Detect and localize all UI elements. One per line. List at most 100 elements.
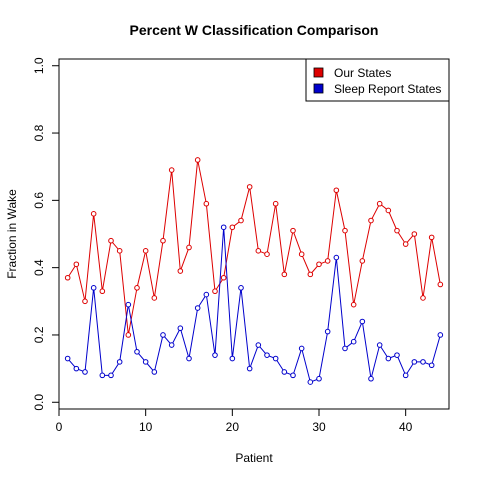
x-tick-label: 0 [56, 420, 63, 434]
data-point [142, 248, 149, 254]
data-point [376, 200, 383, 207]
y-tick-label: 0.8 [32, 124, 46, 141]
data-point [238, 217, 244, 224]
data-point [229, 224, 236, 231]
data-point [220, 224, 227, 231]
data-point [316, 375, 322, 382]
data-point [238, 285, 244, 291]
data-point [64, 274, 71, 281]
data-point [385, 355, 392, 362]
data-point [220, 274, 227, 281]
legend-swatch-sleep-report-states [313, 83, 324, 94]
data-point [168, 342, 175, 348]
data-point [411, 231, 418, 237]
series-layer [64, 157, 444, 385]
data-point [142, 359, 149, 365]
data-point [272, 200, 279, 207]
data-point [368, 217, 374, 224]
x-tick-label: 10 [139, 420, 153, 434]
data-point [394, 352, 400, 358]
data-point [350, 301, 357, 308]
x-axis: 0 10 20 30 40 [56, 408, 413, 434]
y-tick-label: 0.2 [32, 326, 46, 343]
series-0 [64, 157, 444, 338]
data-point [229, 355, 236, 362]
data-point [437, 332, 444, 338]
data-point [437, 281, 444, 288]
y-axis-label: Fraction in Wake [5, 189, 19, 279]
data-point [255, 248, 262, 254]
data-point [290, 372, 296, 379]
data-point [264, 352, 270, 358]
data-point [298, 251, 305, 257]
data-point [359, 318, 366, 325]
data-point [203, 291, 210, 298]
legend-label-sleep-report-states: Sleep Report States [334, 82, 441, 96]
series-line [67, 159, 441, 336]
x-tick-label: 20 [226, 420, 240, 434]
data-point [333, 254, 340, 261]
data-point [342, 345, 348, 352]
data-point [177, 325, 184, 332]
data-point [290, 227, 296, 234]
data-point [151, 369, 158, 375]
data-point [212, 352, 218, 358]
data-point [342, 227, 348, 234]
data-point [368, 375, 374, 382]
data-point [73, 365, 80, 372]
data-point [359, 258, 366, 264]
data-point [186, 244, 192, 251]
data-point [428, 362, 435, 369]
data-point [402, 241, 409, 247]
data-point [394, 227, 400, 234]
data-point [186, 355, 192, 362]
data-point [125, 301, 132, 308]
data-point [99, 288, 106, 295]
legend: Our States Sleep Report States [305, 58, 450, 102]
data-point [272, 355, 279, 362]
data-point [420, 295, 426, 301]
data-point [281, 369, 288, 375]
y-tick-label: 0.0 [32, 394, 46, 411]
data-point [264, 251, 270, 257]
y-tick-label: 1.0 [32, 57, 46, 74]
data-point [316, 261, 322, 268]
data-point [212, 288, 218, 295]
legend-swatch-our-states [313, 67, 324, 78]
data-point [298, 345, 305, 352]
series-1 [64, 224, 444, 385]
data-point [255, 342, 262, 348]
legend-box [305, 58, 450, 102]
data-point [64, 355, 71, 362]
data-point [73, 261, 80, 268]
data-point [385, 207, 392, 214]
data-point [134, 348, 140, 355]
y-tick-label: 0.4 [32, 259, 46, 276]
data-point [125, 332, 132, 338]
chart-title: Percent W Classification Comparison [130, 22, 379, 38]
data-point [90, 285, 97, 291]
data-point [108, 372, 114, 379]
data-point [411, 359, 418, 365]
y-axis: 0.0 0.2 0.4 0.6 0.8 1.0 [32, 57, 60, 411]
data-point [307, 271, 314, 278]
data-point [134, 285, 140, 291]
data-point [246, 184, 253, 190]
data-point [82, 369, 88, 375]
data-point [350, 338, 357, 345]
data-point [376, 342, 383, 348]
x-axis-label: Patient [235, 451, 273, 465]
data-point [82, 298, 88, 305]
data-point [116, 248, 123, 254]
data-point [151, 295, 158, 301]
data-point [108, 237, 114, 244]
data-point [246, 365, 253, 372]
series-line [67, 227, 441, 383]
data-point [168, 167, 175, 173]
data-point [420, 359, 426, 365]
data-point [160, 332, 166, 338]
data-point [90, 211, 97, 217]
data-point [194, 157, 201, 163]
data-point [307, 379, 314, 385]
